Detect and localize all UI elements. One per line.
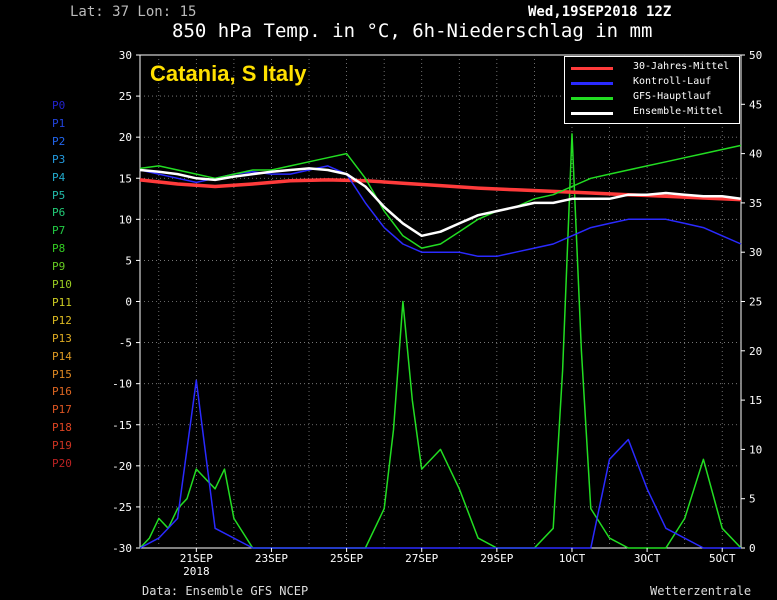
member-label: P8 (52, 242, 66, 256)
member-label: P9 (52, 260, 66, 274)
legend-entry: Ensemble-Mittel (571, 106, 735, 120)
member-label: P20 (52, 457, 72, 470)
y-right-tick-label: 25 (749, 296, 762, 309)
member-label: P2 (52, 134, 66, 148)
member-label: P17 (52, 403, 72, 417)
tick-layer: -30 -25 -20 -15 -10 -5 0 5 10 15 20 25 30 0 5 10 15 20 25 3… (112, 49, 762, 578)
member-label: P11 (52, 295, 72, 309)
series-layer (139, 133, 742, 549)
y-left-tick-label: 20 (119, 131, 132, 144)
grid-lines (140, 55, 741, 548)
member-label: P19 (52, 439, 72, 453)
member-label: P15 (52, 367, 72, 381)
series-line-ensemble-mittel (139, 167, 742, 238)
member-label: P13 (52, 331, 72, 345)
y-left-tick-label: -10 (112, 378, 132, 391)
series-line-kontroll-lauf-6h-niederschlag (139, 379, 741, 549)
y-right-tick-label: 35 (749, 197, 762, 210)
run-timestamp: Wed,19SEP2018 12Z (528, 4, 672, 20)
y-left-tick-label: -25 (112, 501, 132, 514)
member-label: P5 (52, 188, 66, 202)
y-left-tick-label: 30 (119, 49, 132, 62)
chart-title: 850 hPa Temp. in °C, 6h-Niederschlag in … (172, 20, 653, 42)
y-left-tick-label: 0 (125, 296, 132, 309)
x-tick-label: 1OCT (559, 552, 586, 565)
member-label: P4 (52, 170, 66, 184)
legend-entry: GFS-Hauptlauf (571, 91, 735, 105)
y-left-tick-label: 15 (119, 172, 132, 185)
coords-label: Lat: 37 Lon: 15 (70, 4, 197, 20)
location-label: Catania, S Italy (150, 61, 307, 86)
member-label: P7 (52, 224, 66, 238)
legend-entry: 30-Jahres-Mittel (571, 61, 735, 75)
x-tick-label: 25SEP (330, 552, 363, 565)
y-left-tick-label: -15 (112, 419, 132, 432)
legend-swatch (571, 97, 613, 100)
y-right-tick-label: 0 (749, 542, 756, 555)
x-tick-label: 27SEP (405, 552, 438, 565)
data-source: Data: Ensemble GFS NCEP (142, 584, 309, 598)
y-right-tick-label: 30 (749, 246, 762, 259)
y-left-tick-label: 10 (119, 213, 132, 226)
x-tick-label: 23SEP (255, 552, 288, 565)
y-right-tick-label: 5 (749, 493, 756, 506)
y-right-tick-label: 40 (749, 148, 762, 161)
y-left-tick-label: -30 (112, 542, 132, 555)
legend-label: Ensemble-Mittel (633, 106, 724, 117)
legend-label: Kontroll-Lauf (633, 76, 712, 87)
series-line-gfs-hauptlauf (139, 144, 742, 249)
y-right-tick-label: 50 (749, 49, 762, 62)
member-label: P18 (52, 421, 72, 435)
y-right-tick-label: 15 (749, 394, 762, 407)
member-label: P0 (52, 99, 66, 112)
series-line-30-jahres-mittel (139, 178, 742, 202)
x-tick-label: 21SEP (180, 552, 213, 565)
y-left-tick-label: -20 (112, 460, 132, 473)
member-label: P14 (52, 349, 72, 363)
x-tick-sublabel: 2018 (183, 565, 210, 578)
member-label: P1 (52, 116, 66, 130)
legend-swatch (571, 82, 613, 85)
series-line-gfs-hauptlauf-6h-niederschlag (139, 133, 742, 549)
legend-label: GFS-Hauptlauf (633, 91, 712, 102)
member-label: P16 (52, 385, 72, 399)
legend-swatch (571, 67, 613, 70)
legend-swatch (571, 112, 613, 115)
member-label: P12 (52, 313, 72, 327)
member-label: P10 (52, 278, 72, 291)
member-label: P6 (52, 206, 66, 220)
member-label: P3 (52, 152, 66, 166)
series-line-kontroll-lauf (139, 165, 742, 258)
y-left-tick-label: 5 (125, 254, 132, 267)
x-tick-label: 3OCT (634, 552, 661, 565)
x-tick-label: 29SEP (480, 552, 513, 565)
legend-label: 30-Jahres-Mittel (633, 61, 730, 72)
y-right-tick-label: 10 (749, 443, 762, 456)
legend-box: 30-Jahres-Mittel Kontroll-Lauf GFS-Hauptla… (564, 56, 740, 124)
brand-label: Wetterzentrale (650, 584, 752, 598)
y-right-tick-label: 45 (749, 98, 762, 111)
y-left-tick-label: 25 (119, 90, 132, 103)
legend-entry: Kontroll-Lauf (571, 76, 735, 90)
y-right-tick-label: 20 (749, 345, 762, 358)
y-left-tick-label: -5 (119, 337, 132, 350)
x-tick-label: 5OCT (709, 552, 736, 565)
